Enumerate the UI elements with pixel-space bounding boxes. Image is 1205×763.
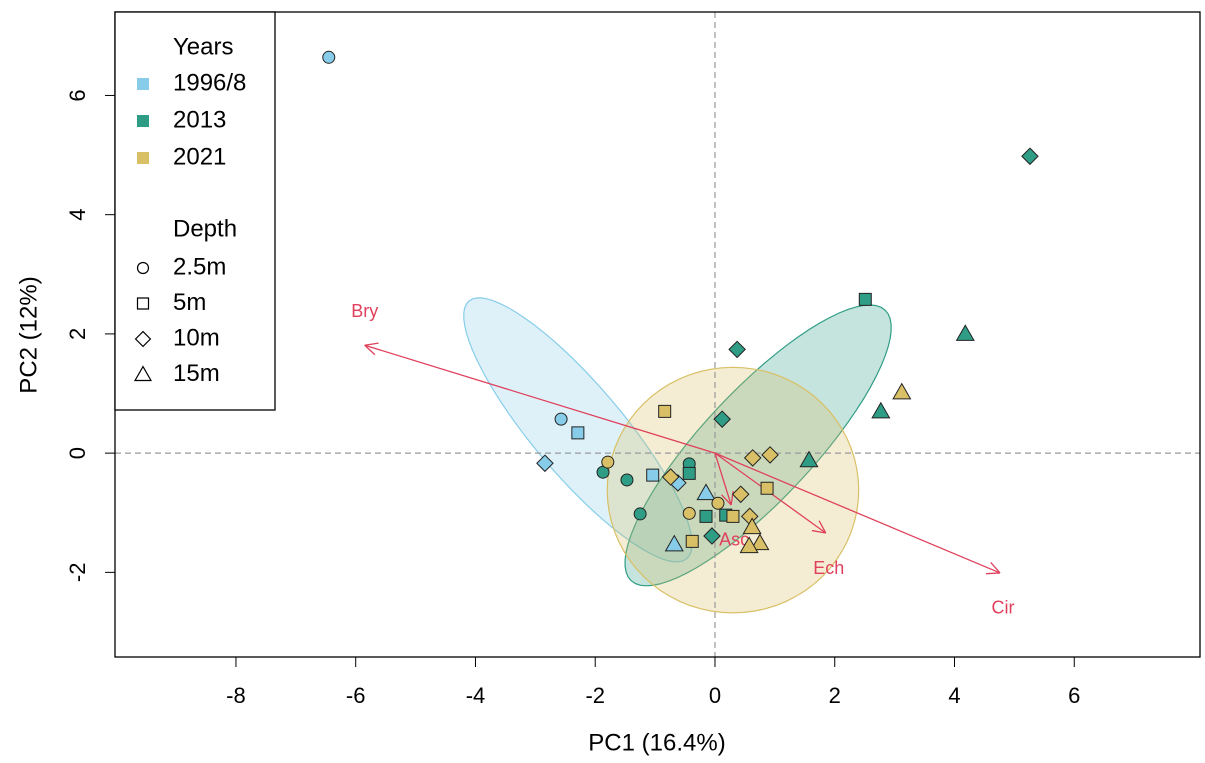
point <box>571 426 585 440</box>
point <box>554 412 568 426</box>
point <box>871 401 891 419</box>
legend-title: Depth <box>173 215 237 242</box>
legend-label: 1996/8 <box>173 69 246 96</box>
loading-arrow <box>714 452 732 506</box>
arrow-head <box>990 562 1001 574</box>
arrow-head <box>364 342 379 346</box>
arrow-label: Asc <box>719 530 749 550</box>
legend-label: 5m <box>173 289 206 316</box>
y-tick-label: 6 <box>65 89 90 101</box>
legend-symbol <box>136 261 150 275</box>
point <box>685 534 699 548</box>
point <box>633 507 647 521</box>
point <box>703 527 721 545</box>
point <box>664 534 684 552</box>
legend-label: 2.5m <box>173 253 226 280</box>
y-axis-title: PC2 (12%) <box>15 276 42 393</box>
point <box>661 468 680 486</box>
arrow-label: Bry <box>351 301 378 321</box>
arrow-label: Cir <box>992 598 1015 618</box>
point <box>682 466 696 480</box>
point <box>1021 147 1039 166</box>
legend-title: Years <box>173 33 234 60</box>
x-tick-label: 2 <box>829 683 841 708</box>
point <box>892 382 912 400</box>
point <box>713 410 731 428</box>
point <box>799 450 819 468</box>
point <box>711 496 725 510</box>
point <box>761 446 779 464</box>
point <box>601 455 615 469</box>
point <box>322 50 336 64</box>
point <box>728 340 746 359</box>
legend-swatch <box>137 152 149 164</box>
arrow-head <box>811 529 826 534</box>
point <box>750 533 770 551</box>
y-tick-label: 0 <box>65 447 90 459</box>
point <box>682 506 696 520</box>
confidence-ellipse <box>606 366 860 614</box>
arrow-label: Ech <box>813 558 844 578</box>
point <box>739 536 759 554</box>
x-tick-label: 4 <box>948 683 960 708</box>
y-tick-label: 2 <box>65 328 90 340</box>
arrow-head <box>985 572 1001 575</box>
legend-symbol <box>134 330 152 348</box>
x-axis-title: PC1 (16.4%) <box>588 729 725 756</box>
x-tick-label: 0 <box>709 683 721 708</box>
point <box>743 449 762 467</box>
legend-swatch <box>137 115 149 127</box>
legend-symbol <box>133 365 153 382</box>
legend-swatch <box>137 78 149 90</box>
point <box>726 509 740 523</box>
point <box>731 485 750 504</box>
point <box>696 483 716 501</box>
point <box>760 481 774 495</box>
y-tick-label: -2 <box>65 563 90 583</box>
legend-label: 10m <box>173 324 220 351</box>
legend-symbol <box>136 297 150 310</box>
point <box>742 517 762 535</box>
legend-label: 15m <box>173 360 220 387</box>
y-tick-label: 4 <box>65 209 90 221</box>
point <box>858 292 872 306</box>
x-tick-label: -6 <box>346 683 366 708</box>
arrow-head <box>818 520 827 534</box>
legend-label: 2021 <box>173 143 226 170</box>
arrow-head <box>721 494 732 506</box>
arrow-head <box>364 344 376 356</box>
point <box>955 324 975 341</box>
point <box>658 404 672 418</box>
point <box>699 509 713 523</box>
point <box>646 468 660 482</box>
x-tick-label: 6 <box>1068 683 1080 708</box>
x-tick-label: -2 <box>585 683 605 708</box>
x-tick-label: -8 <box>226 683 246 708</box>
x-tick-label: -4 <box>466 683 486 708</box>
loading-arrow <box>714 452 1001 574</box>
legend-label: 2013 <box>173 106 226 133</box>
point <box>536 454 554 473</box>
loading-arrow <box>364 344 716 454</box>
point <box>620 473 634 487</box>
